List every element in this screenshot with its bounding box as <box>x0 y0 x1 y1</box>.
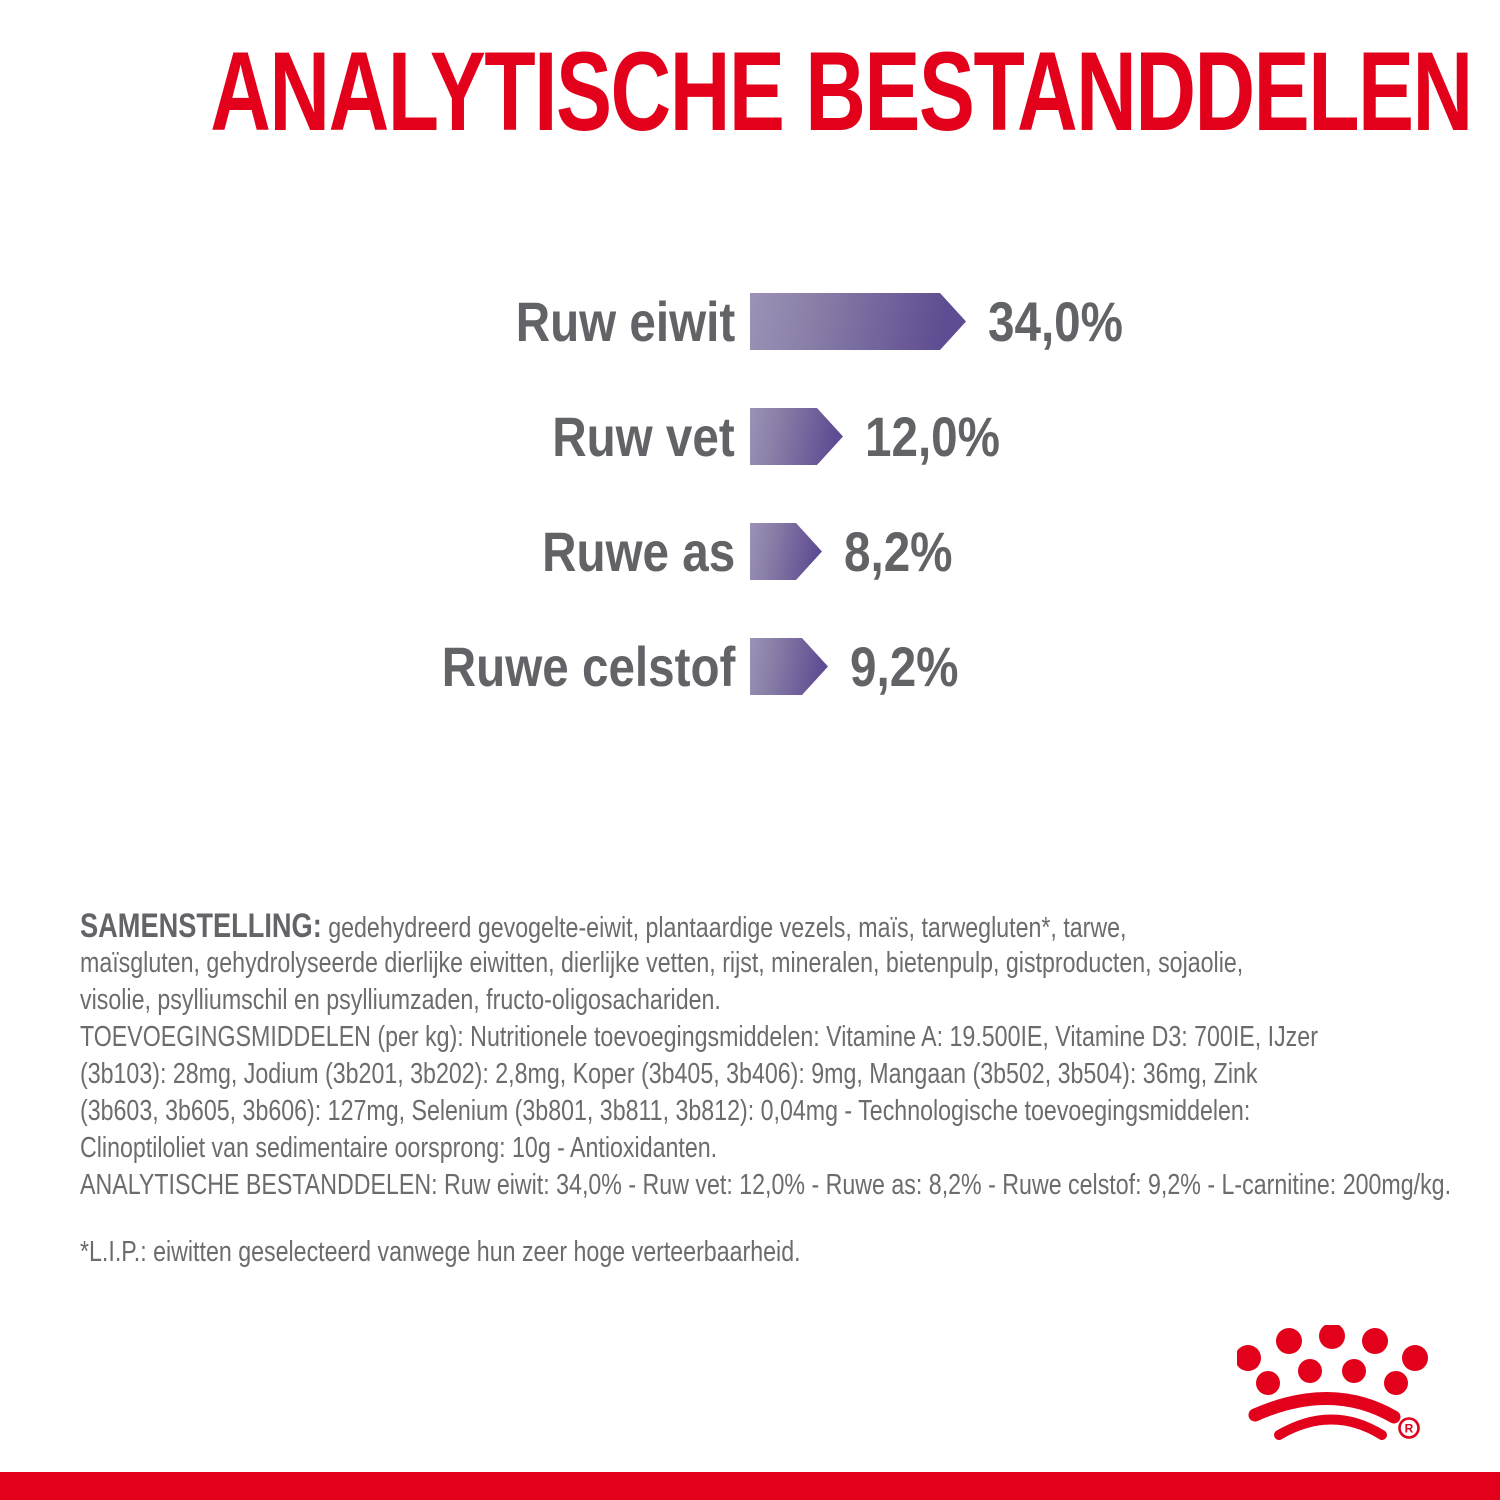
chart-row-ruw-vet: Ruw vet 12,0% <box>0 379 1500 494</box>
composition-label: SAMENSTELLING: <box>80 907 322 945</box>
lip-footnote: *L.I.P.: eiwitten geselecteerd vanwege h… <box>80 1236 801 1268</box>
additives-line-1: TOEVOEGINGSMIDDELEN (per kg): Nutritione… <box>80 1021 1318 1053</box>
chart-value-label: 12,0% <box>865 404 1024 469</box>
chart-value-text: 12,0% <box>865 405 1000 468</box>
composition-line-3: visolie, psylliumschil en psylliumzaden,… <box>80 984 721 1016</box>
bar-ruw-eiwit <box>750 293 966 350</box>
bar-ruwe-as <box>750 523 822 580</box>
chart-value-text: 9,2% <box>850 635 959 698</box>
chart-row-ruwe-celstof: Ruwe celstof 9,2% <box>0 609 1500 724</box>
chart-value-label: 8,2% <box>844 519 972 584</box>
composition-line-2: maïsgluten, gehydrolyseerde dierlijke ei… <box>80 947 1244 979</box>
ingredients-text-block: SAMENSTELLING: gedehydreerd gevogelte-ei… <box>80 908 1500 1204</box>
page-title-text: ANALYTISCHE BESTANDDELEN <box>210 29 1473 154</box>
additives-line-3: (3b603, 3b605, 3b606): 127mg, Selenium (… <box>80 1095 1251 1127</box>
chart-category-label: Ruw eiwit <box>0 289 735 354</box>
composition-line-1: SAMENSTELLING: gedehydreerd gevogelte-ei… <box>80 908 1500 945</box>
chart-value-text: 34,0% <box>988 290 1123 353</box>
crown-dots <box>1237 1325 1428 1395</box>
chart-category-text: Ruw vet <box>552 405 735 468</box>
chart-value-label: 9,2% <box>850 634 978 699</box>
royal-canin-crown-logo: R <box>1237 1325 1428 1440</box>
page-title: ANALYTISCHE BESTANDDELEN <box>0 36 1500 148</box>
chart-value-label: 34,0% <box>988 289 1147 354</box>
chart-category-label: Ruwe celstof <box>0 634 735 699</box>
chart-row-ruw-eiwit: Ruw eiwit 34,0% <box>0 264 1500 379</box>
chart-category-text: Ruw eiwit <box>515 290 735 353</box>
additives-line-2: (3b103): 28mg, Jodium (3b201, 3b202): 2,… <box>80 1058 1258 1090</box>
svg-text:R: R <box>1405 1422 1414 1436</box>
chart-category-text: Ruwe celstof <box>441 635 735 698</box>
bar-ruwe-celstof <box>750 638 828 695</box>
chart-category-label: Ruwe as <box>0 519 735 584</box>
chart-category-label: Ruw vet <box>0 404 735 469</box>
composition-text: gedehydreerd gevogelte-eiwit, plantaardi… <box>321 912 1127 944</box>
chart-value-text: 8,2% <box>844 520 953 583</box>
additives-line-4: Clinoptiloliet van sedimentaire oorspron… <box>80 1132 718 1164</box>
analytical-constituents-chart: Ruw eiwit 34,0% Ruw vet 12,0% Ruwe as 8,… <box>0 264 1500 724</box>
chart-row-ruwe-as: Ruwe as 8,2% <box>0 494 1500 609</box>
bar-ruw-vet <box>750 408 843 465</box>
crown-swoosh <box>1248 1392 1401 1440</box>
chart-category-text: Ruwe as <box>541 520 735 583</box>
analytical-summary-line: ANALYTISCHE BESTANDDELEN: Ruw eiwit: 34,… <box>80 1169 1452 1201</box>
registered-trademark-icon: R <box>1398 1417 1420 1439</box>
footer-red-bar <box>0 1472 1500 1500</box>
